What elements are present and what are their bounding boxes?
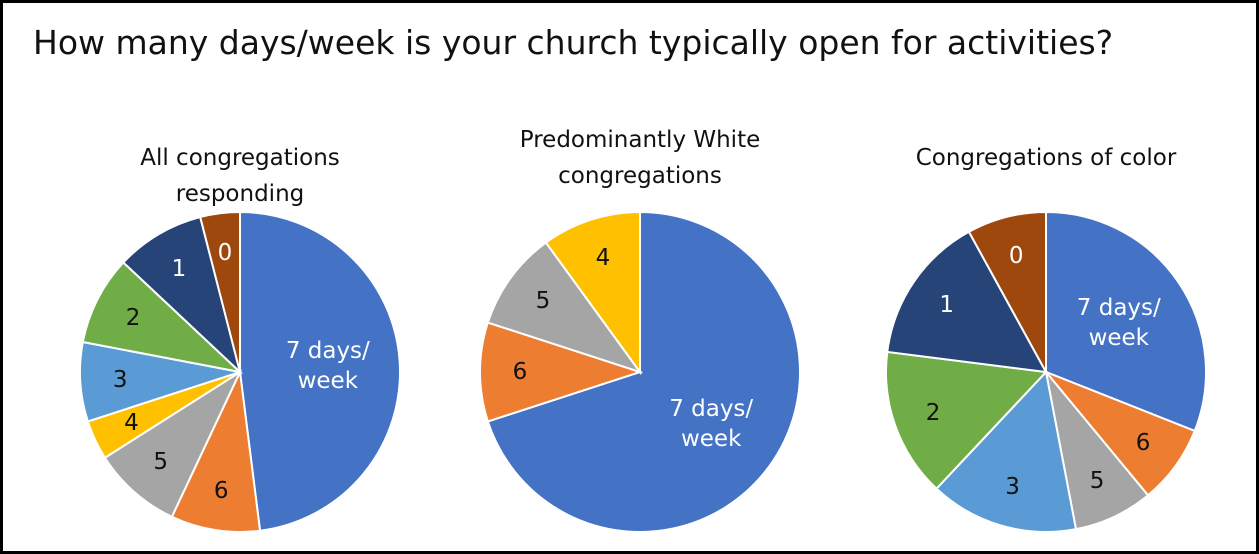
slice-label: 3 [1005, 474, 1020, 501]
pie-slice [486, 241, 643, 374]
chart-title: Predominantly White congregations [519, 127, 761, 189]
pie-slice [239, 210, 401, 532]
slice-label: 7 days/ week [1076, 294, 1161, 351]
slice-label: 0 [1008, 242, 1024, 269]
slice-label: 5 [153, 449, 168, 475]
slice-label: 6 [213, 477, 229, 504]
slice-label: 3 [112, 366, 128, 393]
page-title: How many days/week is your church typica… [33, 23, 1114, 62]
slice-label: 7 days/ week [285, 338, 370, 395]
pie-slice [486, 210, 801, 533]
pie-slice [967, 210, 1047, 373]
chart-title: Congregations of color [915, 145, 1177, 171]
slice-label: 2 [925, 399, 941, 426]
pie-slice [886, 230, 1048, 374]
slice-label: 1 [171, 255, 187, 282]
slice-label: 6 [1135, 429, 1151, 456]
chart-title: All congregations responding [140, 145, 340, 207]
slice-label: 7 days/ week [669, 395, 754, 452]
slice-label: 5 [1089, 467, 1105, 494]
slice-label: 4 [595, 244, 611, 271]
pie-slice [198, 210, 241, 373]
slice-label: 5 [535, 288, 551, 315]
pie-slice [544, 210, 641, 376]
pie-slice [121, 215, 242, 376]
pie-slice [1045, 210, 1207, 433]
slice-label: 1 [939, 291, 955, 318]
slice-label: 4 [124, 410, 139, 437]
pie-slice [479, 321, 644, 423]
pie-slice [103, 369, 243, 519]
pie-slice [935, 369, 1078, 533]
slice-label: 0 [217, 239, 233, 266]
pie-slice [81, 261, 244, 374]
slice-label: 2 [125, 304, 141, 331]
slice-label: 6 [512, 359, 528, 385]
pie-slice [170, 368, 262, 533]
pie-slice [885, 350, 1049, 491]
